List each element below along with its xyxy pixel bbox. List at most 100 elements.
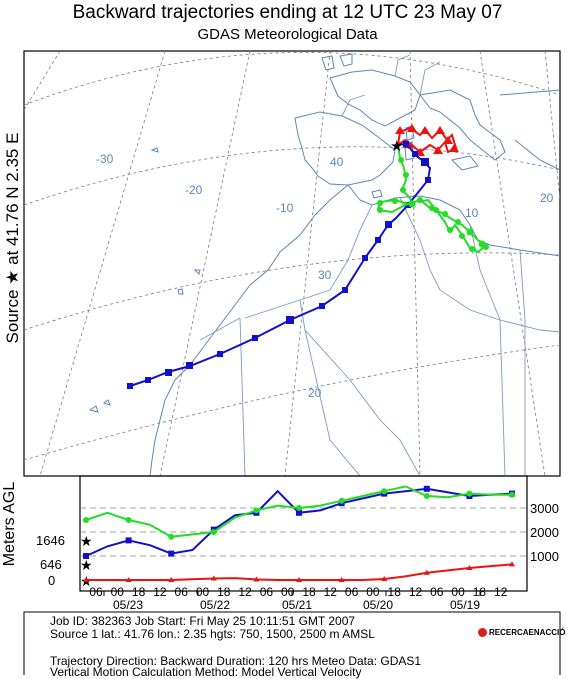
left-axis-ticks: 1646 646 0 <box>36 533 65 588</box>
star-icon: ★ <box>80 557 93 573</box>
date-label: 05/23 <box>113 598 143 612</box>
time-tick-label: 00 <box>111 585 125 599</box>
height-point <box>253 507 260 514</box>
source-star-icon: ★ <box>390 138 403 155</box>
footer-frame <box>23 611 561 675</box>
height-point <box>296 505 302 511</box>
green-marker <box>377 207 383 213</box>
right-tick-2000: 2000 <box>530 525 559 540</box>
green-marker <box>455 219 461 225</box>
left-tick-0: 0 <box>48 573 55 588</box>
blue-marker <box>425 177 431 183</box>
height-point <box>253 576 260 582</box>
lon-label-20: 20 <box>540 191 554 205</box>
green-marker <box>417 197 423 203</box>
blue-marker <box>412 151 418 157</box>
time-tick-label: 12 <box>409 585 423 599</box>
height-point <box>83 553 89 559</box>
map-graticule <box>23 50 561 477</box>
time-tick-label: 00 <box>281 585 295 599</box>
blue-marker <box>127 383 133 389</box>
chart-title: Backward trajectories ending at 12 UTC 2… <box>72 2 503 23</box>
height-point <box>509 491 515 498</box>
time-tick-label: 06 <box>89 585 103 599</box>
footer-line-1: Job ID: 382363 Job Start: Fri May 25 10:… <box>50 614 356 628</box>
time-tick-label: 18 <box>473 585 487 599</box>
blue-marker <box>362 255 368 261</box>
time-tick-label: 06 <box>345 585 359 599</box>
time-tick-label: 00 <box>196 585 210 599</box>
time-tick-label: 12 <box>153 585 167 599</box>
time-tick-label: 18 <box>132 585 146 599</box>
height-panel-frame <box>79 475 528 592</box>
height-point <box>210 529 217 535</box>
green-marker <box>447 227 453 233</box>
lon-label-10: 10 <box>465 206 479 220</box>
left-tick-646: 646 <box>40 557 62 572</box>
blue-marker <box>217 351 223 357</box>
red-marker <box>443 136 453 144</box>
height-series-line-1 <box>85 487 513 557</box>
time-tick-label: 00 <box>366 585 380 599</box>
logo-text: RECERCAENACCIÓ <box>489 628 566 637</box>
lat-label-20: 20 <box>308 386 322 400</box>
green-marker <box>483 244 489 250</box>
blue-marker <box>145 377 151 383</box>
green-marker <box>377 200 383 206</box>
green-marker <box>403 172 409 178</box>
blue-marker <box>385 221 392 228</box>
trajectory-blue <box>127 141 432 389</box>
height-point <box>168 577 175 582</box>
time-axis-ticks <box>103 591 481 596</box>
green-marker <box>398 157 404 163</box>
height-point <box>125 537 132 544</box>
blue-marker <box>252 335 258 341</box>
red-marker <box>449 144 459 152</box>
lon-label-neg10: -10 <box>276 201 294 215</box>
green-marker <box>442 211 448 217</box>
height-point <box>83 517 89 523</box>
date-label: 05/21 <box>282 598 312 612</box>
red-marker <box>407 124 417 132</box>
star-icon: ★ <box>80 533 93 549</box>
left-tick-1646: 1646 <box>36 533 65 548</box>
height-point <box>466 490 473 497</box>
time-tick-label: 18 <box>388 585 402 599</box>
time-tick-label: 12 <box>238 585 252 599</box>
height-point <box>381 488 388 495</box>
height-point <box>125 577 132 582</box>
height-point <box>296 577 302 582</box>
height-point <box>338 497 345 504</box>
time-tick-label: 18 <box>217 585 231 599</box>
time-tick-label: 12 <box>494 585 508 599</box>
right-axis-ticks: 3000 2000 1000 <box>530 501 559 564</box>
start-height-stars: ★ ★ ★ <box>80 533 93 589</box>
right-tick-3000: 3000 <box>530 501 559 516</box>
height-point <box>210 575 217 581</box>
height-point <box>423 493 430 499</box>
time-tick-label: 06 <box>260 585 274 599</box>
height-point <box>168 550 175 557</box>
blue-marker <box>286 316 294 324</box>
green-marker <box>392 198 398 204</box>
lat-label-40: 40 <box>330 155 344 169</box>
height-point <box>423 485 430 492</box>
green-marker <box>433 207 439 213</box>
height-gridlines <box>80 507 527 557</box>
right-tick-1000: 1000 <box>530 549 559 564</box>
map-frame <box>23 50 561 477</box>
time-tick-label: 18 <box>302 585 316 599</box>
coastlines <box>88 53 561 477</box>
footer-line-2: Source 1 lat.: 41.76 lon.: 2.35 hgts: 75… <box>50 627 375 641</box>
trajectory-green <box>376 144 489 254</box>
date-label: 05/22 <box>200 598 230 612</box>
time-tick-labels: 06 00 18 12 06 00 18 12 06 00 18 12 06 00 18 12 06 00 18 12 <box>89 585 507 599</box>
height-point <box>381 576 388 582</box>
green-marker <box>469 246 475 252</box>
height-series <box>83 485 515 582</box>
time-tick-label: 00 <box>451 585 465 599</box>
height-point <box>83 577 89 582</box>
height-point <box>338 577 345 582</box>
height-point <box>509 561 515 567</box>
